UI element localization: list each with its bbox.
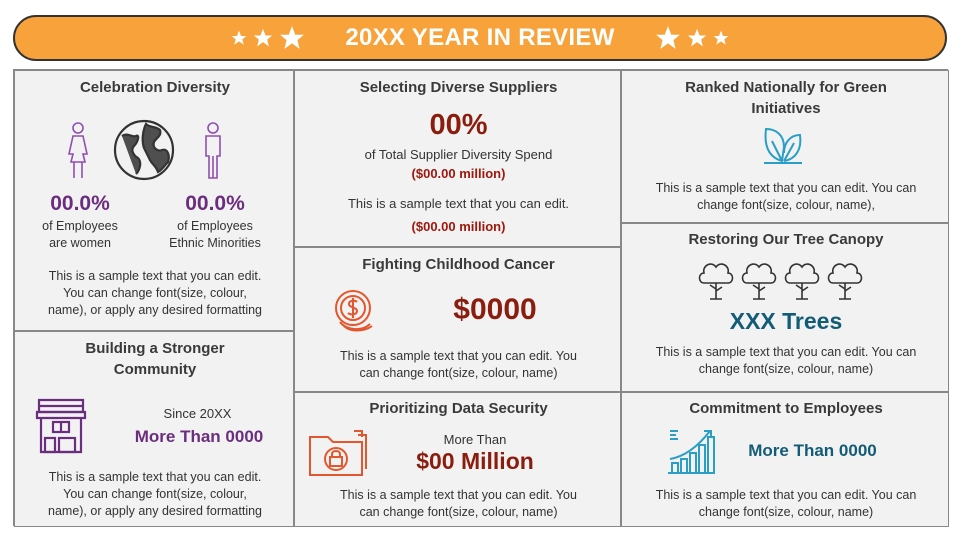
ethnic-label-2: Ethnic Minorities <box>169 236 261 250</box>
page-title: 20XX YEAR IN REVIEW <box>345 24 615 51</box>
star-icon <box>280 26 305 49</box>
cancer-value: $0000 <box>453 293 537 326</box>
body-text-line: This is a sample text that you can edit.… <box>340 349 577 363</box>
body-text-line: This is a sample text that you can edit.… <box>655 488 917 502</box>
community-panel: Building a Stronger Community Since 20XX… <box>14 331 294 527</box>
suppliers-panel: Selecting Diverse Suppliers 00% of Total… <box>294 70 621 247</box>
body-text-line: can change font(size, colour, name) <box>359 366 558 380</box>
growth-chart-icon <box>668 430 715 474</box>
leaves-icon <box>764 127 802 164</box>
panel-title-line: Initiatives <box>751 100 821 117</box>
star-icon <box>655 26 680 49</box>
woman-icon <box>68 122 88 178</box>
panel-title: Selecting Diverse Suppliers <box>359 79 558 96</box>
green-initiatives-panel: Ranked Nationally for Green Initiatives … <box>621 70 949 223</box>
suppliers-amount: ($00.00 million) <box>411 219 506 234</box>
body-text-line: This is a sample text that you can edit.… <box>655 181 917 195</box>
panel-title-line: Building a Stronger <box>85 340 225 357</box>
star-icon <box>713 30 729 45</box>
panels-grid: Celebration Diversity 00.0% of Employees… <box>13 69 949 527</box>
body-text-line: This is a sample text that you can edit.… <box>655 345 917 359</box>
employees-panel: Commitment to Employees More Than 0000 T… <box>621 392 949 527</box>
panel-title-line: Community <box>113 361 197 378</box>
tree-icon <box>741 263 777 300</box>
suppliers-amount: ($00.00 million) <box>411 166 506 181</box>
panel-title: Restoring Our Tree Canopy <box>688 231 884 248</box>
tree-icon <box>827 263 863 300</box>
ethnic-label-1: of Employees <box>177 219 253 233</box>
body-text-line: can change font(size, colour, name) <box>359 505 558 519</box>
star-icon <box>254 28 273 47</box>
suppliers-percent: 00% <box>429 109 488 141</box>
locked-folder-icon <box>309 430 367 476</box>
body-text-line: change font(size, colour, name), <box>697 198 875 212</box>
cancer-panel: Fighting Childhood Cancer $0000 This is … <box>294 247 621 392</box>
tree-icon <box>698 263 734 300</box>
body-text-line: This is a sample text that you can edit.… <box>340 488 577 502</box>
panel-title: Commitment to Employees <box>689 400 883 417</box>
panel-title: Prioritizing Data Security <box>369 400 548 417</box>
man-icon <box>205 122 221 179</box>
celebration-diversity-panel: Celebration Diversity 00.0% of Employees… <box>14 70 294 331</box>
women-label-2: are women <box>49 236 111 250</box>
star-icon <box>687 28 706 47</box>
suppliers-label: of Total Supplier Diversity Spend <box>364 147 553 162</box>
women-percent: 00.0% <box>50 192 110 215</box>
store-icon <box>35 398 87 454</box>
body-text-line: This is a sample text that you can edit. <box>347 196 570 211</box>
ethnic-percent: 00.0% <box>185 192 245 215</box>
community-value: More Than 0000 <box>134 427 264 446</box>
body-text-line: You can change font(size, colour, <box>63 487 247 501</box>
since-label: Since 20XX <box>163 406 232 421</box>
tree-icon <box>784 263 820 300</box>
body-text-line: You can change font(size, colour, <box>63 286 247 300</box>
body-text-line: change font(size, colour, name) <box>698 505 874 519</box>
globe-icon <box>113 119 175 181</box>
body-text-line: This is a sample text that you can edit. <box>48 269 262 283</box>
security-panel: Prioritizing Data Security More Than $00… <box>294 392 621 527</box>
panel-title: Celebration Diversity <box>79 79 231 96</box>
body-text-line: name), or apply any desired formatting <box>48 504 262 518</box>
right-stars <box>655 25 729 51</box>
title-banner: 20XX YEAR IN REVIEW <box>13 15 947 61</box>
star-icon <box>231 30 247 45</box>
coin-dollar-icon <box>335 290 373 332</box>
trees-value: XXX Trees <box>729 308 843 334</box>
tree-canopy-panel: Restoring Our Tree Canopy XXX Trees This… <box>621 223 949 392</box>
panel-title: Fighting Childhood Cancer <box>362 256 555 273</box>
more-than-label: More Than <box>443 432 507 447</box>
employees-value: More Than 0000 <box>748 441 877 460</box>
body-text-line: This is a sample text that you can edit. <box>48 470 262 484</box>
panel-title-line: Ranked Nationally for Green <box>685 79 887 96</box>
women-label-1: of Employees <box>42 219 118 233</box>
body-text-line: name), or apply any desired formatting <box>48 303 262 317</box>
body-text-line: change font(size, colour, name) <box>698 362 874 376</box>
security-value: $00 Million <box>416 448 534 474</box>
left-stars <box>231 25 305 51</box>
